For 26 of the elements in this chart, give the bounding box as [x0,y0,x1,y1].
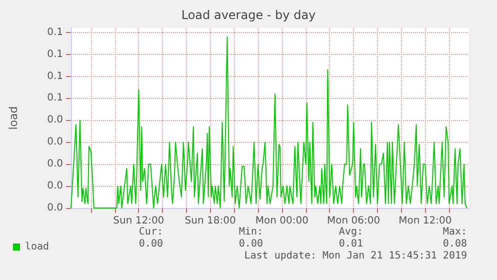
chart-title: Load average - by day [181,8,316,22]
y-tick-label: 0.0 [47,114,63,126]
y-tick-label: 0.1 [47,48,63,60]
y-tick-label: 0.1 [47,92,63,104]
x-tick-label: Mon 00:00 [255,216,308,226]
y-tick-label: 0.0 [47,202,63,214]
y-tick-label: 0.1 [47,70,63,82]
text: Last update: Mon Jan 21 15:45:31 2019 [244,250,468,262]
text: 0.00 [238,238,263,250]
y-tick-label: 0.0 [47,136,63,148]
y-tick-label: 0.1 [47,26,63,38]
text: 0.01 [338,238,363,250]
x-tick-label: Mon 06:00 [327,216,380,226]
text: Min: [238,226,263,238]
text: Max: [442,226,467,238]
x-tick-label: Sun 18:00 [184,216,236,226]
y-tick-label: 0.0 [47,158,63,170]
x-tick-label: Sun 12:00 [113,216,164,226]
text: Avg: [338,226,363,238]
text: 0.08 [442,238,467,250]
legend-label: load [25,242,50,252]
text: 0.00 [138,238,163,250]
y-axis-title: load [7,106,20,130]
y-tick-label: 0.0 [47,180,63,192]
x-tick-label: Mon 12:00 [398,216,452,226]
text: Cur: [138,226,163,238]
